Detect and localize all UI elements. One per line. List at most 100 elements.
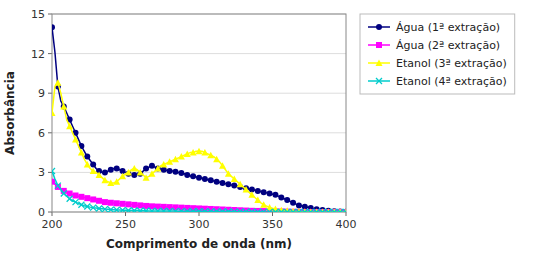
series-marker — [237, 181, 244, 188]
series-marker — [319, 209, 325, 212]
series-marker — [78, 149, 85, 156]
series-marker — [196, 208, 202, 212]
tick-label: 9 — [38, 87, 45, 100]
series-marker — [108, 167, 114, 173]
series-marker — [225, 181, 231, 187]
series-marker — [61, 191, 67, 197]
series-marker — [160, 161, 167, 168]
series-marker — [225, 209, 231, 212]
chart-container: 03691215200250300350400Comprimento de on… — [0, 0, 554, 257]
series-line — [52, 171, 346, 212]
series-marker — [72, 136, 79, 143]
series-marker — [102, 206, 108, 212]
series-marker — [254, 197, 261, 204]
series-marker — [78, 202, 84, 208]
series-marker — [102, 169, 108, 175]
series-marker — [125, 201, 131, 207]
series-marker — [52, 168, 55, 174]
x-axis-label: Comprimento de onda (nm) — [106, 237, 292, 251]
series-marker — [73, 199, 79, 205]
series-marker — [267, 191, 273, 197]
legend-marker — [376, 42, 382, 48]
series-marker — [190, 208, 196, 212]
legend-label: Etanol (4ª extração) — [396, 75, 507, 88]
series-marker — [243, 186, 250, 193]
series-marker — [101, 177, 108, 184]
series-marker — [249, 209, 255, 212]
series-marker — [52, 110, 56, 117]
series-marker — [196, 148, 203, 155]
series-line — [52, 27, 346, 212]
series-marker — [166, 158, 173, 165]
series-marker — [302, 209, 308, 212]
series-marker — [137, 202, 143, 208]
chart-svg: 03691215200250300350400Comprimento de on… — [0, 0, 554, 257]
series-marker — [96, 198, 102, 204]
grid-line — [52, 93, 346, 94]
series-marker — [237, 209, 243, 212]
tick-mark — [48, 93, 52, 94]
tick-label: 300 — [189, 218, 210, 231]
tick-mark — [272, 212, 273, 216]
series-marker — [190, 173, 196, 179]
legend-label: Água (1ª extração) — [396, 21, 500, 34]
series-marker — [52, 24, 55, 30]
series-marker — [248, 191, 255, 198]
tick-label: 250 — [115, 218, 136, 231]
tick-label: 350 — [262, 218, 283, 231]
series-marker — [67, 196, 73, 202]
series-marker — [178, 208, 184, 212]
series-marker — [172, 169, 178, 175]
series-marker — [84, 161, 91, 168]
series-marker — [84, 195, 90, 201]
series-marker — [161, 208, 167, 212]
series-marker — [325, 209, 331, 212]
axes: 03691215200250300350400 — [31, 8, 357, 231]
series-marker — [231, 209, 237, 212]
series-marker — [331, 209, 337, 212]
series-marker — [120, 207, 126, 212]
series-marker — [220, 180, 226, 186]
tick-label: 6 — [38, 127, 45, 140]
tick-mark — [125, 212, 126, 216]
series-marker — [113, 178, 120, 185]
series-marker — [231, 183, 237, 189]
series-marker — [55, 183, 61, 189]
series-marker — [90, 168, 97, 175]
tick-mark — [48, 132, 52, 133]
tick-mark — [52, 212, 53, 216]
series-marker — [219, 162, 226, 169]
series-marker — [167, 208, 173, 212]
series-marker — [260, 201, 267, 208]
series-marker — [178, 153, 185, 160]
series-marker — [243, 209, 249, 212]
series-marker — [261, 209, 267, 212]
series-marker — [120, 201, 126, 207]
series-marker — [220, 209, 226, 212]
series-marker — [196, 175, 202, 181]
series-marker — [61, 103, 67, 109]
series-marker — [54, 79, 61, 86]
series-marker — [131, 208, 137, 212]
series-marker — [225, 170, 232, 177]
legend-label: Etanol (3ª extração) — [396, 57, 507, 70]
series-marker — [278, 194, 284, 200]
tick-mark — [48, 212, 52, 213]
tick-mark — [199, 212, 200, 216]
series-marker — [201, 149, 208, 156]
plot-frame — [52, 14, 346, 212]
series-marker — [314, 209, 320, 212]
series-marker — [255, 209, 261, 212]
series-marker — [154, 165, 161, 172]
series-marker — [149, 163, 155, 169]
series-marker — [190, 149, 197, 156]
series-marker — [184, 208, 190, 212]
series-marker — [284, 197, 290, 203]
series-marker — [290, 209, 296, 212]
series-marker — [272, 209, 278, 212]
series-marker — [149, 208, 155, 212]
series-marker — [67, 191, 73, 197]
tick-label: 12 — [31, 48, 45, 61]
grid-line — [52, 132, 346, 133]
series-marker — [66, 123, 73, 130]
